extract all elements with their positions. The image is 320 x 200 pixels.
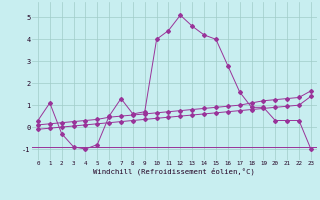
X-axis label: Windchill (Refroidissement éolien,°C): Windchill (Refroidissement éolien,°C) — [93, 168, 255, 175]
